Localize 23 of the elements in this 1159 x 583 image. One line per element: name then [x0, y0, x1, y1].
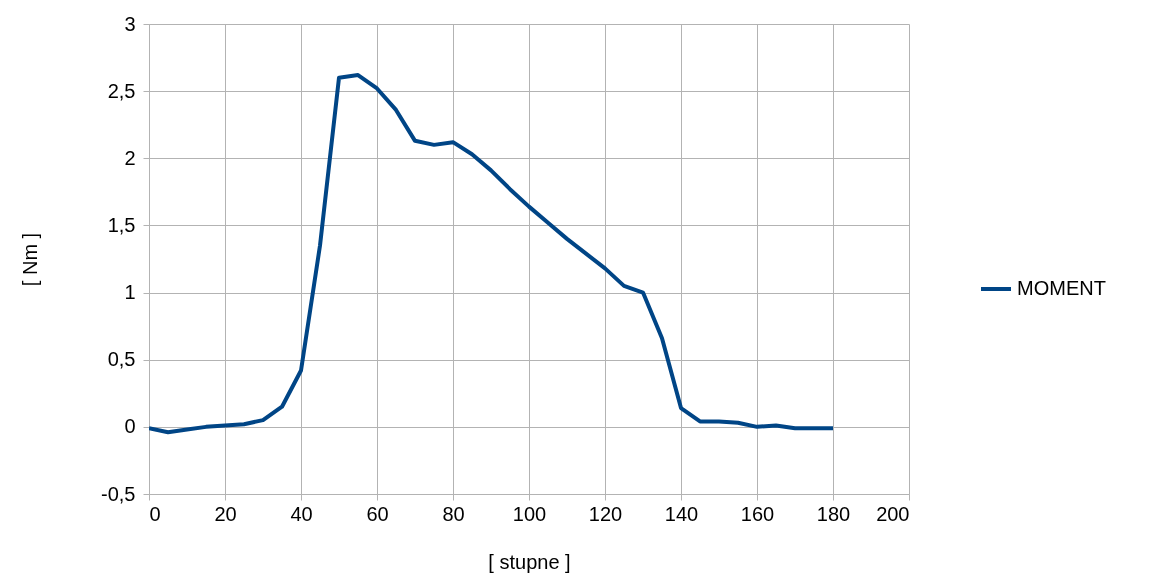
x-tick-label: 100	[512, 502, 547, 525]
y-tick-label: 0	[124, 415, 136, 438]
x-tick-label: 140	[664, 502, 699, 525]
x-axis-title: [ stupne ]	[488, 550, 571, 573]
x-tick-label: 180	[816, 502, 851, 525]
x-tick-label: 160	[740, 502, 775, 525]
x-tick-label: 20	[214, 502, 237, 525]
y-axis-title: [ Nm ]	[19, 232, 42, 287]
y-tick-label: 2,5	[107, 79, 136, 102]
y-tick-label: 0,5	[107, 348, 136, 371]
y-tick-label: 1	[124, 281, 136, 304]
line-series	[149, 73, 835, 435]
y-tick-label: 1,5	[107, 213, 136, 236]
y-tick-label: 2	[124, 146, 136, 169]
x-tick-label: 60	[366, 502, 389, 525]
y-tick-label: 3	[124, 12, 136, 35]
legend-label: MOMENT	[1017, 277, 1106, 299]
x-tick-label: 0	[149, 502, 161, 525]
x-tick-label: 80	[442, 502, 465, 525]
y-tick-label: -0,5	[101, 482, 136, 505]
x-tick-label: 200	[876, 502, 910, 525]
x-tick-label: 40	[290, 502, 313, 525]
x-tick-label: 120	[588, 502, 623, 525]
